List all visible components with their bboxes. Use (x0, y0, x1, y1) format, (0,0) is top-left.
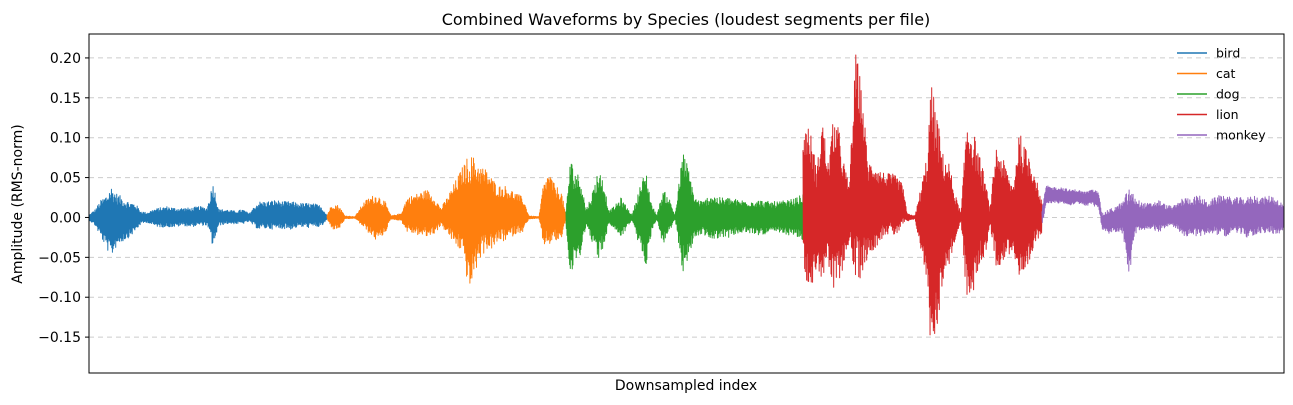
y-tick-label: −0.15 (38, 330, 81, 346)
y-tick-label: 0.00 (50, 210, 81, 226)
series-line-dog (565, 154, 804, 272)
y-axis-ticks: −0.15 −0.10 −0.05 0.00 0.05 0.10 0.15 0.20 (38, 51, 89, 346)
y-tick-label: −0.10 (38, 290, 81, 306)
series-line-lion (802, 54, 1043, 336)
chart-title: Combined Waveforms by Species (loudest s… (442, 10, 931, 29)
y-tick-label: 0.20 (50, 51, 81, 67)
series-line-cat (326, 157, 567, 284)
y-tick-label: 0.05 (50, 171, 81, 187)
legend-label-bird: bird (1216, 46, 1240, 61)
axes-frame (88, 33, 1285, 374)
series-line-bird (88, 186, 328, 253)
legend-label-dog: dog (1216, 87, 1240, 102)
plot-area (88, 54, 1285, 336)
x-axis-label: Downsampled index (615, 378, 757, 394)
legend-label-lion: lion (1216, 107, 1239, 122)
series-line-monkey (1041, 185, 1285, 272)
y-tick-label: 0.15 (50, 91, 81, 107)
legend-label-monkey: monkey (1216, 128, 1266, 143)
y-axis-label: Amplitude (RMS-norm) (10, 124, 26, 283)
y-tick-label: 0.10 (50, 131, 81, 147)
legend-label-cat: cat (1216, 66, 1236, 81)
y-tick-label: −0.05 (38, 250, 81, 266)
legend: bird cat dog lion monkey (1177, 46, 1266, 143)
